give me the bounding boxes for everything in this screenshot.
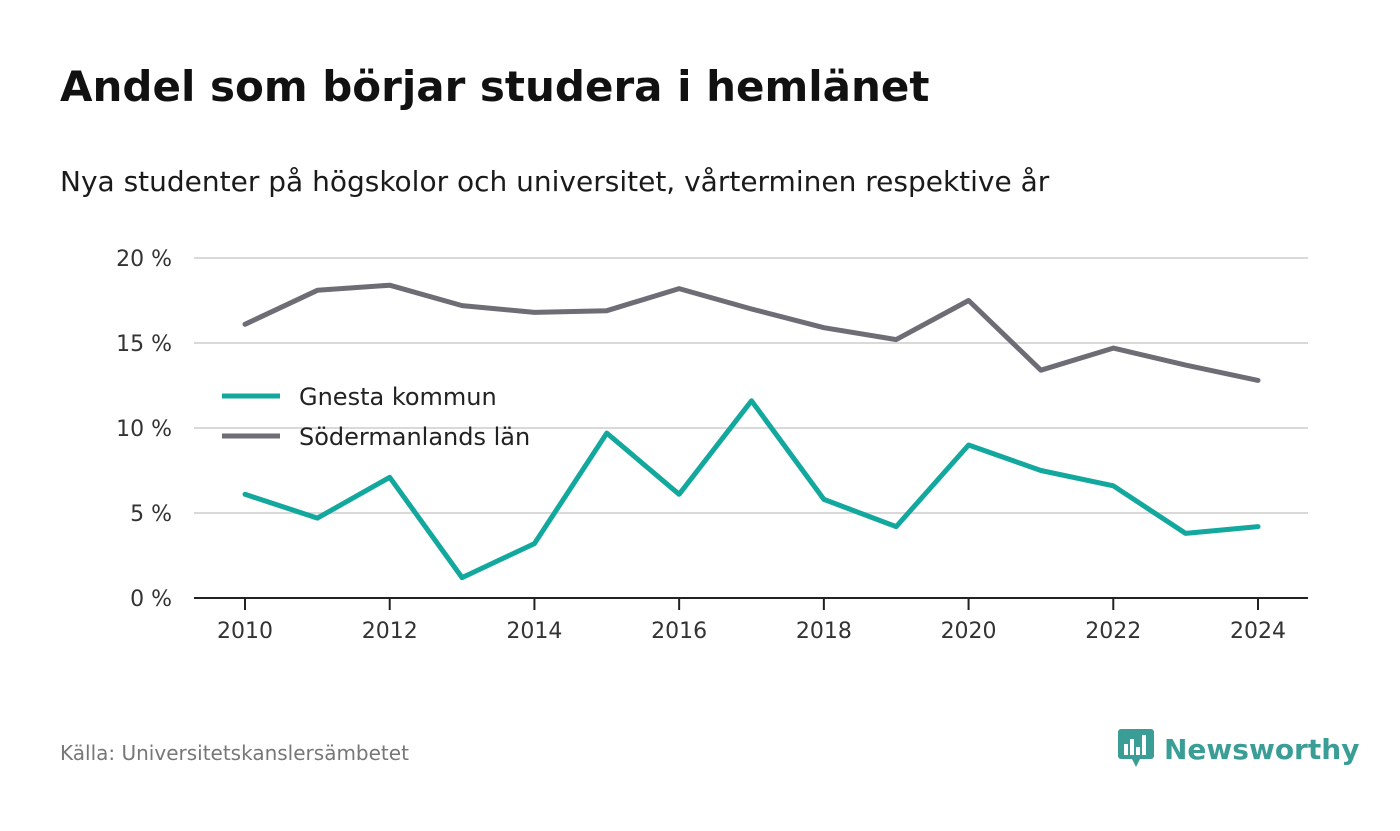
x-tick-label: 2014 [506, 619, 562, 644]
series-lines [242, 282, 1261, 581]
chart-subtitle: Nya studenter på högskolor och universit… [60, 165, 1050, 198]
x-tick-label: 2020 [941, 619, 997, 644]
y-tick-label: 15 % [116, 332, 172, 357]
brand-logo[interactable]: Newsworthy [1118, 727, 1359, 771]
x-tick-label: 2022 [1085, 619, 1141, 644]
y-axis-ticks: 0 % 5 % 10 % 15 % 20 % [116, 247, 172, 612]
source-note: Källa: Universitetskanslersämbetet [60, 741, 409, 765]
legend-label: Södermanlands län [299, 423, 530, 451]
x-axis-ticks: 2010 2012 2014 2016 2018 2020 2022 2024 [217, 598, 1286, 644]
x-tick-label: 2018 [796, 619, 852, 644]
x-tick-label: 2016 [651, 619, 707, 644]
y-tick-label: 20 % [116, 247, 172, 272]
series-line-gnesta-kommun [242, 398, 1261, 581]
x-tick-label: 2024 [1230, 619, 1286, 644]
series-line-södermanlands-län [242, 282, 1261, 383]
gridlines [194, 257, 1308, 514]
brand-name: Newsworthy [1164, 732, 1360, 766]
chart-title: Andel som börjar studera i hemlänet [60, 62, 930, 111]
x-tick-label: 2010 [217, 619, 273, 644]
y-tick-label: 10 % [116, 417, 172, 442]
legend: Gnesta kommun Södermanlands län [222, 383, 530, 451]
newsworthy-logo-icon [1118, 729, 1154, 767]
y-tick-label: 0 % [130, 587, 172, 612]
x-tick-label: 2012 [362, 619, 418, 644]
legend-label: Gnesta kommun [299, 383, 497, 411]
y-tick-label: 5 % [130, 502, 172, 527]
